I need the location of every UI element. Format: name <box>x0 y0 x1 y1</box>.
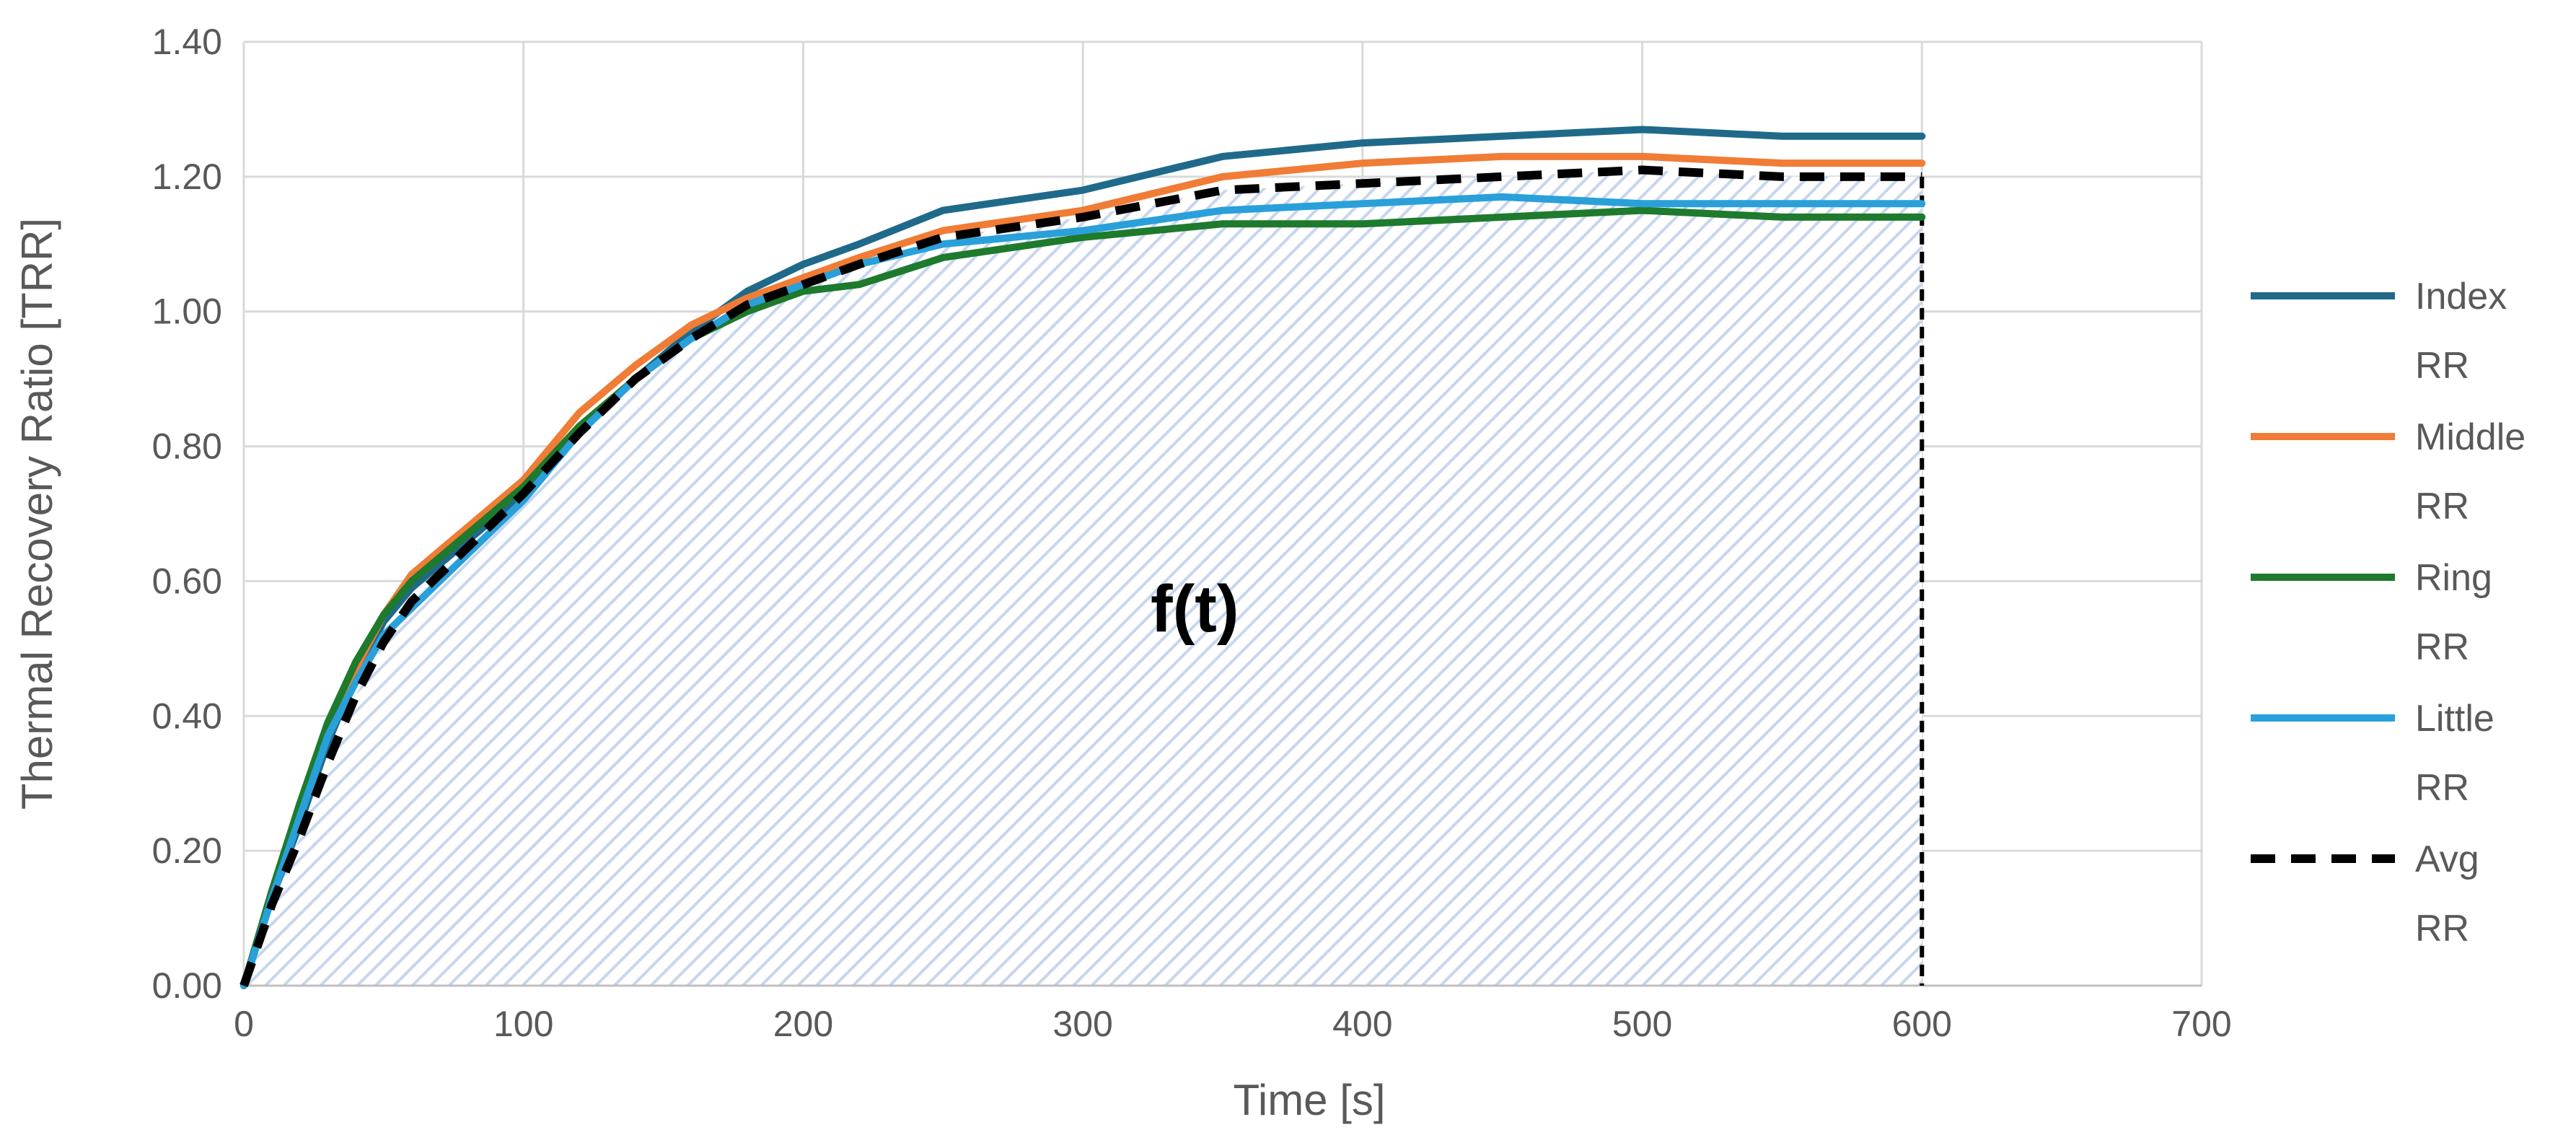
y-tick-label: 0.40 <box>152 696 222 736</box>
y-tick-label: 1.40 <box>152 22 222 62</box>
x-tick-label: 100 <box>493 1004 553 1044</box>
y-tick-label: 0.60 <box>152 561 222 601</box>
tick-labels: 0 100 200 300 400 500 600 700 0.00 0.20 0.40 0.60 0.… <box>152 22 2232 1044</box>
x-axis-title: Time [s] <box>1233 1076 1385 1124</box>
x-tick-label: 600 <box>1892 1004 1952 1044</box>
legend-label-avg: Avg RR <box>2415 838 2479 950</box>
ft-annotation: f(t) <box>1151 572 1239 646</box>
legend-label-index: Index RR <box>2415 276 2507 387</box>
x-tick-label: 300 <box>1052 1004 1112 1044</box>
legend-label-middle: Middle RR <box>2415 416 2526 527</box>
x-tick-label: 500 <box>1612 1004 1672 1044</box>
y-tick-label: 0.80 <box>152 426 222 467</box>
x-tick-label: 700 <box>2171 1004 2231 1044</box>
y-tick-label: 1.00 <box>152 292 222 332</box>
legend-label-ring: Ring RR <box>2415 557 2492 668</box>
x-tick-label: 200 <box>773 1004 833 1044</box>
y-tick-label: 0.00 <box>152 965 222 1006</box>
shaded-area <box>244 170 1922 986</box>
hatched-area-region <box>244 170 1922 986</box>
series-lines <box>239 126 1926 989</box>
series-line-avg <box>239 165 1922 987</box>
y-axis-title: Thermal Recovery Ratio [TRR] <box>13 218 61 810</box>
legend-label-little: Little RR <box>2415 698 2494 809</box>
series-line-little <box>240 193 1926 989</box>
x-tick-label: 400 <box>1332 1004 1392 1044</box>
x-tick-label: 0 <box>234 1004 254 1044</box>
y-tick-label: 1.20 <box>152 157 222 197</box>
y-tick-label: 0.20 <box>152 831 222 871</box>
legend: Index RR Middle RR Ring RR Little RR Avg RR <box>2251 276 2526 950</box>
